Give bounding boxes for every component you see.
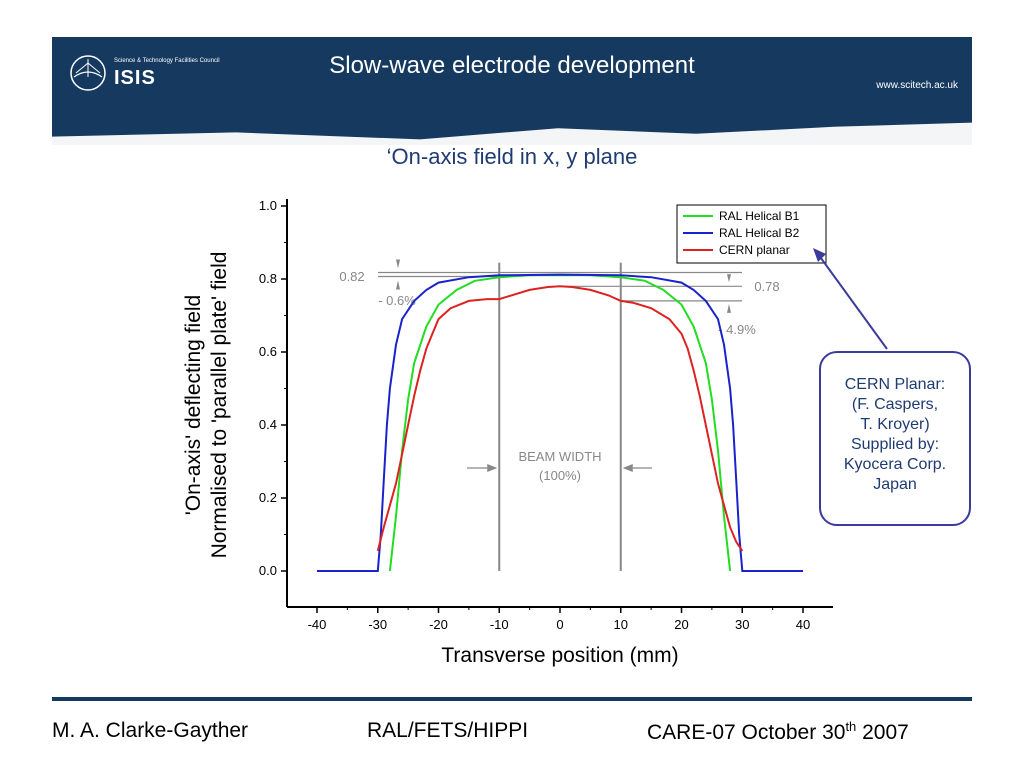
- series-line: [376, 285, 744, 552]
- x-tick-label: -30: [368, 617, 387, 632]
- legend-entry: CERN planar: [719, 243, 790, 257]
- footer-author: M. A. Clarke-Gayther: [52, 719, 249, 742]
- slide-title: Slow-wave electrode development: [329, 52, 695, 79]
- x-tick-label: -20: [429, 617, 448, 632]
- callout-pointer-line: [817, 253, 888, 350]
- x-tick-label: 10: [614, 617, 628, 632]
- y-tick-label: 0.4: [259, 417, 277, 432]
- header-banner: [52, 37, 972, 145]
- beam-width-percent: (100%): [539, 468, 581, 483]
- callout-line: Japan: [873, 476, 917, 493]
- callout-arrowhead: [813, 248, 826, 262]
- y-tick-label: 0.0: [259, 563, 277, 578]
- callout-line: (F. Caspers,: [851, 396, 939, 413]
- y-axis-label: 'On-axis' deflecting field Normalised to…: [181, 252, 233, 559]
- legend-entry: RAL Helical B2: [719, 226, 800, 240]
- x-tick-label: 0: [556, 617, 563, 632]
- series-layer: [317, 273, 803, 572]
- isis-logo: Science & Technology Facilities Council …: [68, 53, 258, 93]
- footer-divider: [52, 697, 972, 701]
- annotation-49: - 4.9%: [718, 322, 756, 337]
- beam-width-label: BEAM WIDTH: [518, 449, 601, 464]
- footer-event-sup: th: [845, 719, 857, 734]
- legend-entry: RAL Helical B1: [719, 209, 800, 223]
- annotation-082: 0.82: [339, 269, 364, 284]
- footer-event-prefix: CARE-07 October 30: [647, 721, 846, 744]
- callout-line: Supplied by:: [850, 436, 940, 453]
- header-url: www.scitech.ac.uk: [876, 80, 958, 91]
- x-tick-label: 40: [796, 617, 810, 632]
- x-axis-label: Transverse position (mm): [441, 644, 679, 667]
- callout-line: Kyocera Corp.: [843, 456, 947, 473]
- logo-council-text: Science & Technology Facilities Council: [114, 58, 220, 64]
- beam-arrow-left-head: [487, 464, 498, 472]
- cern-planar-callout: CERN Planar: (F. Caspers, T. Kroyer) Sup…: [819, 351, 971, 526]
- footer-group: RAL/FETS/HIPPI: [367, 719, 529, 742]
- legend: RAL Helical B1 RAL Helical B2 CERN planar: [676, 204, 827, 264]
- y-tick-label: 1.0: [259, 198, 277, 213]
- stfc-sunburst-icon: [70, 55, 106, 91]
- callout-line: CERN Planar:: [844, 376, 946, 393]
- y-axis-label-line2: Normalised to 'parallel plate' field: [208, 251, 231, 559]
- footer-event-year: 2007: [856, 721, 909, 744]
- y-tick-label: 0.8: [259, 271, 277, 286]
- chart-subtitle: ‘On-axis field in x, y plane: [386, 144, 638, 169]
- series-line: [388, 274, 732, 572]
- y-axis-label-line1: 'On-axis' deflecting field: [182, 294, 205, 516]
- x-tick-label: -40: [308, 617, 327, 632]
- annotation-078: 0.78: [754, 279, 779, 294]
- annotation-06: - 0.6%: [378, 293, 416, 308]
- logo-isis-text: ISIS: [114, 67, 156, 89]
- tick-layer: -40 -30 -20 -10 0 10 20 30 40 0.0 0.2 0.4 0.6 0.8 1.0: [259, 198, 810, 632]
- y-tick-label: 0.6: [259, 344, 277, 359]
- marker-082: [396, 259, 400, 269]
- y-tick-label: 0.2: [259, 490, 277, 505]
- footer-event: CARE-07 October 30th 2007: [647, 719, 909, 745]
- beam-arrow-right-head: [622, 464, 633, 472]
- annotation-layer: 0.82 - 0.6% 0.78 - 4.9% BEAM WIDTH (100%…: [339, 259, 780, 571]
- marker-078: [727, 274, 731, 283]
- x-tick-label: 30: [735, 617, 749, 632]
- x-tick-label: 20: [674, 617, 688, 632]
- x-tick-label: -10: [490, 617, 509, 632]
- callout-line: T. Kroyer): [860, 416, 930, 433]
- marker-06: [396, 280, 400, 290]
- series-line: [317, 273, 803, 572]
- marker-49: [727, 303, 731, 313]
